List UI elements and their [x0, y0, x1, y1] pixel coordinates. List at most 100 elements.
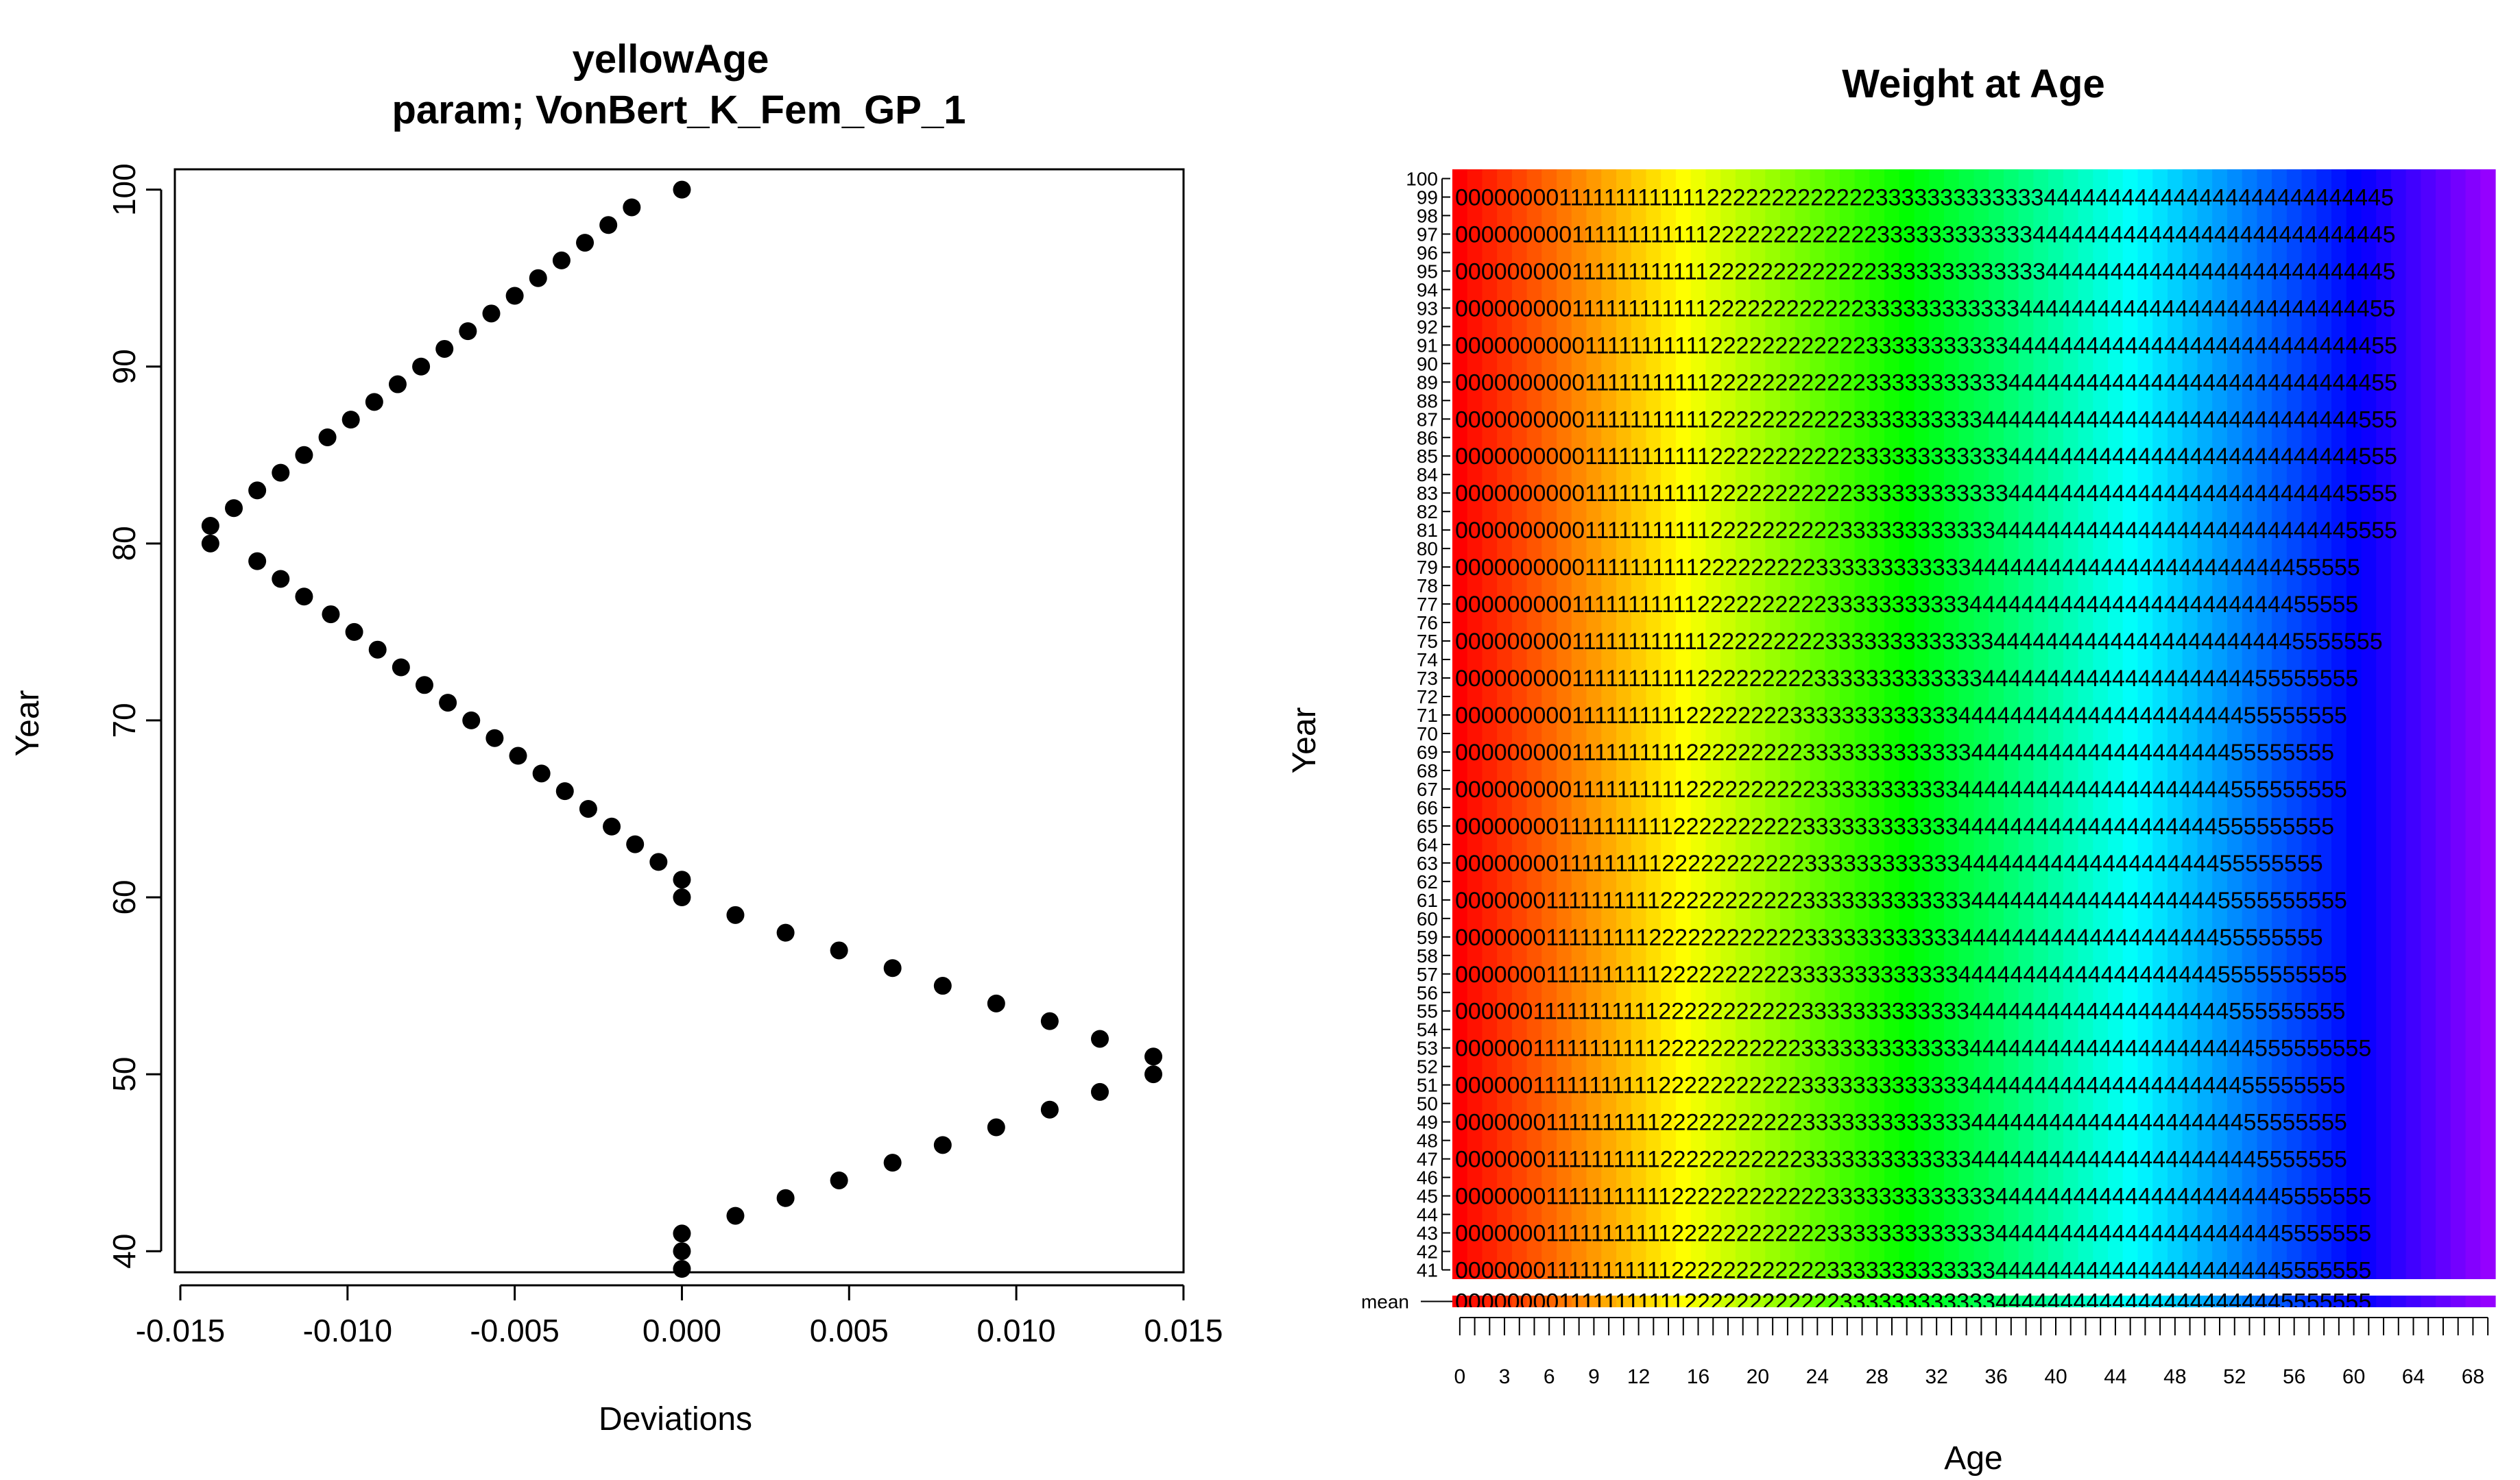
heatmap-column: [2078, 169, 2093, 1279]
scatter-y-axis: 40 50 60 70 80 90 100: [106, 163, 163, 1269]
heatmap-y-tick-label: 87: [1417, 409, 1438, 430]
heatmap-mean-cell: [1929, 1296, 1945, 1307]
scatter-point: [552, 251, 571, 269]
heatmap-mean-cell: [2033, 1296, 2049, 1307]
scatter-point: [412, 357, 431, 376]
heatmap-column: [2227, 169, 2243, 1279]
scatter-title: yellowAge: [573, 37, 769, 82]
heatmap-x-tick-label: 40: [2044, 1366, 2067, 1388]
scatter-point: [579, 799, 597, 818]
heatmap-y-tick-label: 42: [1417, 1241, 1438, 1263]
heatmap-y-tick-label: 95: [1417, 260, 1438, 282]
heatmap-row-text: 0000000111111111122222222223333333333333…: [1455, 962, 2347, 988]
heatmap-y-tick-label: 55: [1417, 1001, 1438, 1022]
scatter-point: [1144, 1047, 1163, 1066]
heatmap-mean-cell: [1586, 1296, 1602, 1307]
heatmap-mean-cell: [1616, 1296, 1632, 1307]
heatmap-y-tick-label: 81: [1417, 520, 1438, 541]
scatter-point: [248, 481, 267, 500]
heatmap-mean-cell: [1973, 1296, 1989, 1307]
scatter-panel: yellowAge param; VonBert_K_Fem_GP_1 -0.0…: [10, 37, 1223, 1437]
heatmap-mean-cell: [2376, 1296, 2392, 1307]
scatter-point: [673, 1242, 691, 1261]
heatmap-mean-cell: [2242, 1296, 2257, 1307]
heatmap-column: [2450, 169, 2467, 1279]
heatmap-row-text: 0000000001111111111112222222222223333333…: [1455, 295, 2396, 322]
heatmap-mean-cell: [1482, 1296, 1498, 1307]
heatmap-column: [1467, 169, 1483, 1279]
heatmap-column: [2122, 169, 2139, 1279]
heatmap-mean-cell: [1914, 1296, 1930, 1307]
heatmap-y-tick-label: 74: [1417, 649, 1438, 670]
scatter-point: [529, 269, 547, 287]
heatmap-mean-cell: [1675, 1296, 1692, 1307]
heatmap-mean-cell: [2152, 1296, 2168, 1307]
heatmap-column: [2257, 169, 2272, 1279]
scatter-point: [555, 782, 574, 801]
heatmap-mean-cell: [2331, 1296, 2347, 1307]
heatmap-y-tick-label: 92: [1417, 316, 1438, 337]
scatter-point: [509, 747, 527, 765]
heatmap-column: [2316, 169, 2332, 1279]
scatter-point: [1091, 1082, 1109, 1101]
heatmap-row-text: 0000000000111111111122222222233333333333…: [1455, 555, 2360, 581]
heatmap-mean-cell: [2048, 1296, 2064, 1307]
heatmap-column: [1690, 169, 1706, 1279]
heatmap-y-tick-label: 77: [1417, 594, 1438, 615]
heatmap-value-text: 0000000011111111111112222222222222333333…: [1455, 184, 2397, 1307]
heatmap-x-tick-label: 0: [1454, 1366, 1466, 1388]
scatter-point: [726, 906, 745, 924]
scatter-y-tick-label: 100: [106, 163, 142, 216]
heatmap-mean-cell: [1661, 1296, 1677, 1307]
heatmap-column: [2033, 169, 2049, 1279]
heatmap-column: [1497, 169, 1513, 1279]
heatmap-column: [2182, 169, 2198, 1279]
heatmap-mean-cell: [2182, 1296, 2198, 1307]
heatmap-mean-cell: [1884, 1296, 1900, 1307]
heatmap-mean-cell: [1705, 1296, 1721, 1307]
heatmap-y-tick-label: 88: [1417, 390, 1438, 411]
heatmap-x-tick-label: 68: [2462, 1366, 2484, 1388]
scatter-y-tick-label: 40: [106, 1234, 142, 1269]
heatmap-column: [2003, 169, 2019, 1279]
scatter-y-tick-label: 90: [106, 349, 142, 384]
heatmap-mean-cell: [1899, 1296, 1915, 1307]
heatmap-column: [1616, 169, 1632, 1279]
heatmap-y-tick-label: 57: [1417, 964, 1438, 985]
heatmap-column: [1825, 169, 1840, 1279]
heatmap-mean-cell: [2197, 1296, 2213, 1307]
heatmap-y-tick-label: 47: [1417, 1149, 1438, 1170]
heatmap-mean-cell: [2361, 1296, 2377, 1307]
scatter-point: [883, 1154, 902, 1172]
heatmap-x-tick-label: 9: [1588, 1366, 1600, 1388]
heatmap-mean-cell: [2316, 1296, 2332, 1307]
scatter-point: [365, 393, 383, 411]
heatmap-row-text: 0000000000111111111112222222222333333333…: [1455, 518, 2397, 544]
heatmap-column: [1944, 169, 1960, 1279]
heatmap-row-text: 0000000011111111111112222222222222333333…: [1455, 184, 2394, 210]
scatter-point: [830, 941, 848, 960]
scatter-point: [673, 1260, 691, 1278]
heatmap-x-tick-label: 16: [1687, 1366, 1709, 1388]
heatmap-mean-cell: [2003, 1296, 2019, 1307]
heatmap-column: [1795, 169, 1811, 1279]
scatter-point: [1040, 1100, 1059, 1119]
heatmap-column: [2048, 169, 2064, 1279]
heatmap-column: [1839, 169, 1856, 1279]
scatter-y-tick-label: 70: [106, 703, 142, 738]
scatter-point: [225, 499, 243, 518]
heatmap-mean-cell: [2465, 1296, 2481, 1307]
heatmap-row-text: 0000000111111111122222222222333333333333…: [1455, 1110, 2347, 1136]
heatmap-x-tick-label: 52: [2223, 1366, 2246, 1388]
heatmap-row-text: 0000000000111111111112222222222233333333…: [1455, 444, 2397, 470]
scatter-point: [726, 1206, 745, 1225]
heatmap-mean-label: mean: [1361, 1291, 1409, 1313]
scatter-point: [388, 375, 407, 393]
heatmap-row-text: 0000000111111111112222222222223333333333…: [1455, 1184, 2371, 1210]
heatmap-mean-cell: [2272, 1296, 2288, 1307]
heatmap-y-tick-label: 69: [1417, 742, 1438, 763]
heatmap-mean-cell: [2301, 1296, 2317, 1307]
heatmap-column: [1735, 169, 1751, 1279]
heatmap-y-tick-label: 85: [1417, 446, 1438, 467]
heatmap-y-tick-label: 62: [1417, 871, 1438, 893]
